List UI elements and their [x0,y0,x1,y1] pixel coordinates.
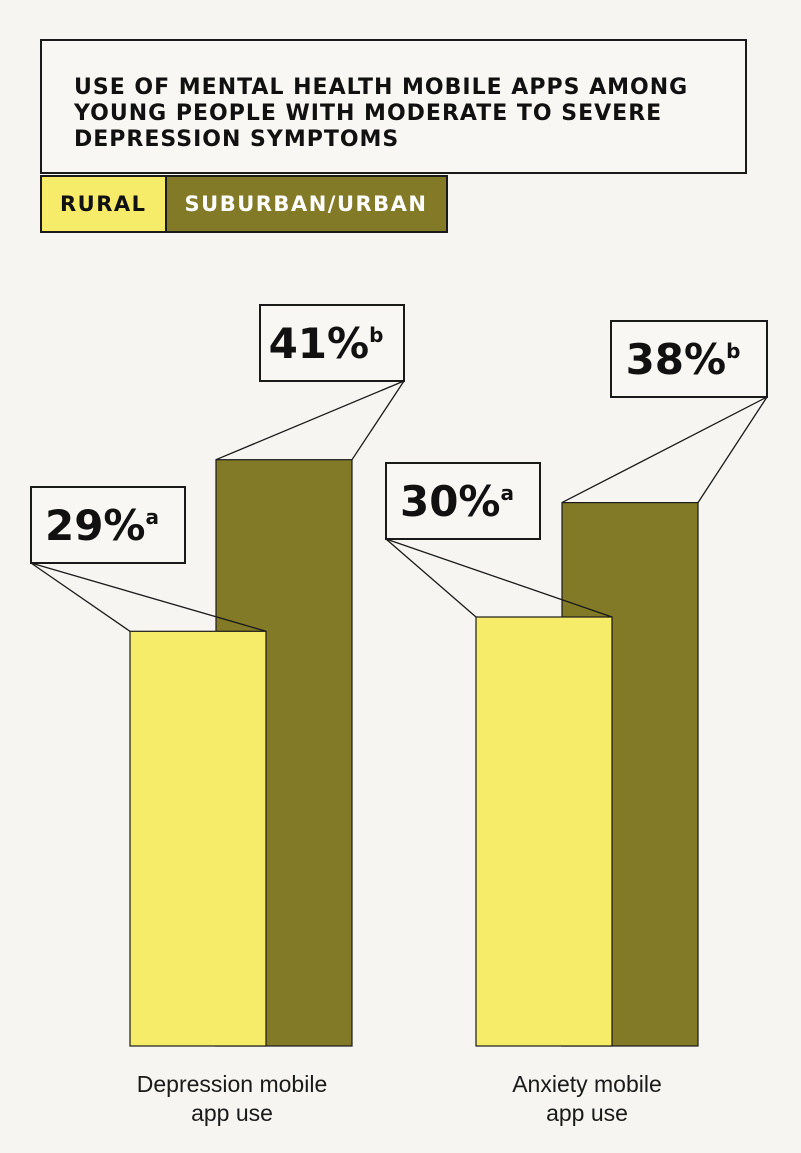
bar-rural-0 [129,630,267,1047]
legend-label-suburban-urban: SUBURBAN/URBAN [184,192,428,216]
legend-label-rural: RURAL [60,192,147,216]
legend-item-rural: RURAL [40,175,167,233]
callout-line-rural-0-b [30,562,267,632]
category-label-1: Anxiety mobile app use [512,1071,662,1126]
category-label-line-0-1: app use [191,1100,273,1126]
data-label-superscript-suburban-urban-0: b [369,323,383,347]
callout-line-suburban-urban-0-b [351,380,405,461]
data-label-rural-0: 29%a [45,501,159,550]
bar-rural-1 [475,616,613,1047]
chart-title: USE OF MENTAL HEALTH MOBILE APPS AMONG Y… [74,75,689,152]
callout-line-rural-0-a [30,562,131,632]
callout-box-suburban-urban-0 [259,304,405,382]
legend: RURAL SUBURBAN/URBAN [40,175,448,233]
callout-line-rural-1-a [385,538,477,618]
callout-line-suburban-urban-0-a [215,380,405,461]
data-label-suburban-urban-0: 41%b [269,319,384,368]
category-label-line-1-0: Anxiety mobile [512,1071,662,1097]
callout-line-suburban-urban-1-a [561,396,768,504]
callout-line-rural-1-b [385,538,613,618]
callout-line-suburban-urban-1-b [697,396,768,503]
bar-group-1: 30%a 38%b Anxiety mobile app use [385,320,768,1126]
callout-box-rural-0 [30,486,186,564]
callout-box-suburban-urban-1 [610,320,768,398]
bar-group-0: 29%a 41%b Depression mobile app use [30,304,405,1126]
data-label-superscript-suburban-urban-1: b [726,339,740,363]
legend-item-suburban-urban: SUBURBAN/URBAN [166,175,448,233]
data-label-suburban-urban-1: 38%b [626,335,741,384]
data-label-superscript-rural-1: a [501,481,515,505]
category-label-line-1-1: app use [546,1100,628,1126]
data-label-superscript-rural-0: a [146,505,160,529]
category-label-line-0-0: Depression mobile [137,1071,327,1097]
data-label-rural-1: 30%a [400,477,514,526]
chart-title-box: USE OF MENTAL HEALTH MOBILE APPS AMONG Y… [40,39,747,174]
category-label-0: Depression mobile app use [137,1071,327,1126]
callout-box-rural-1 [385,462,541,540]
